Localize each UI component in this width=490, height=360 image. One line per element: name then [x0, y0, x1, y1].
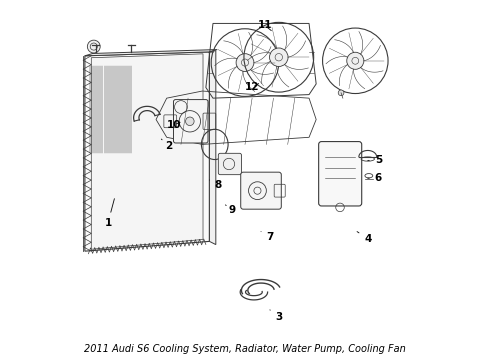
Text: 11: 11: [257, 20, 272, 31]
FancyBboxPatch shape: [318, 141, 362, 206]
Circle shape: [338, 90, 344, 96]
Text: 1: 1: [104, 199, 114, 228]
Text: 6: 6: [368, 173, 382, 183]
Text: 7: 7: [261, 231, 273, 242]
Polygon shape: [85, 50, 217, 56]
FancyBboxPatch shape: [241, 172, 281, 209]
FancyBboxPatch shape: [87, 152, 134, 164]
FancyBboxPatch shape: [173, 100, 208, 143]
Bar: [90, 66, 131, 153]
Circle shape: [347, 52, 364, 69]
FancyBboxPatch shape: [87, 56, 134, 68]
Polygon shape: [209, 51, 216, 244]
Text: 5: 5: [368, 156, 382, 166]
Text: 4: 4: [357, 231, 371, 244]
Text: 9: 9: [225, 205, 236, 215]
Text: 2: 2: [161, 139, 172, 151]
Polygon shape: [85, 52, 209, 251]
Circle shape: [98, 57, 103, 63]
Circle shape: [118, 57, 124, 63]
Text: 10: 10: [167, 120, 181, 130]
Text: 12: 12: [245, 82, 259, 93]
Circle shape: [186, 117, 194, 126]
Polygon shape: [91, 54, 203, 249]
FancyBboxPatch shape: [219, 153, 242, 175]
Text: 8: 8: [209, 180, 222, 190]
Circle shape: [236, 54, 254, 72]
Text: 3: 3: [270, 310, 282, 322]
Text: 2011 Audi S6 Cooling System, Radiator, Water Pump, Cooling Fan: 2011 Audi S6 Cooling System, Radiator, W…: [84, 345, 406, 354]
Circle shape: [270, 48, 288, 67]
Circle shape: [87, 40, 100, 53]
